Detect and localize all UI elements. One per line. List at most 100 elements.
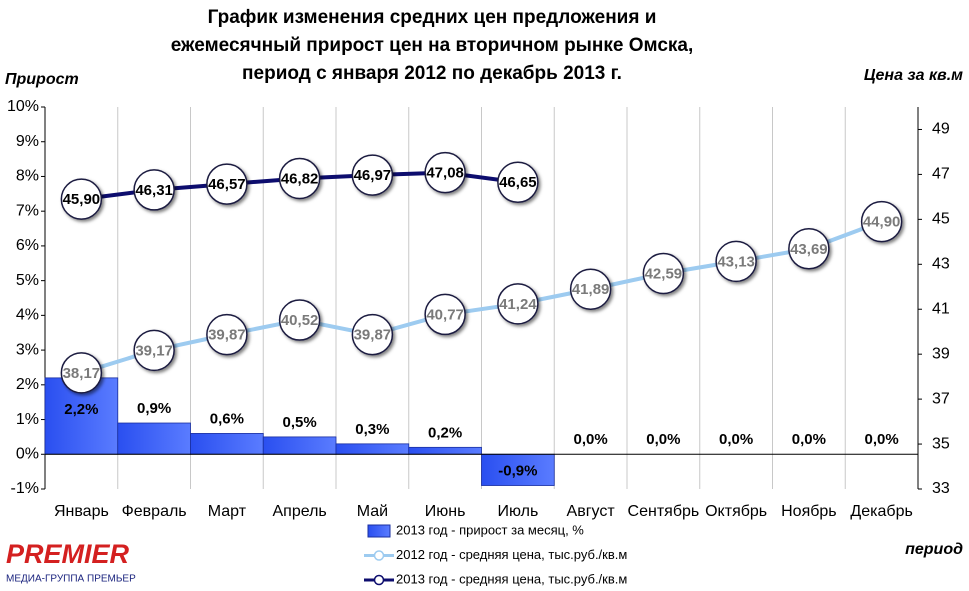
- point-value-label: 45,90: [63, 191, 101, 208]
- x-axis-title: период: [905, 541, 963, 558]
- point-value-label: 46,97: [354, 167, 392, 184]
- point-value-label: 41,24: [499, 296, 537, 313]
- x-tick-label: Июнь: [425, 503, 466, 520]
- legend-swatch: [373, 550, 385, 561]
- point-marker: [788, 228, 830, 270]
- point-value-label: 44,90: [863, 214, 901, 231]
- logo: PREMIER МЕДИА-ГРУППА ПРЕМЬЕР: [6, 539, 136, 585]
- legend-swatch: [373, 574, 385, 586]
- bar: [481, 453, 555, 486]
- point-value-label: 40,52: [281, 312, 319, 329]
- x-tick-label: Декабрь: [850, 503, 912, 520]
- point-marker: [715, 240, 757, 283]
- x-tick-label: Январь: [54, 503, 109, 520]
- legend-label: 2012 год - средняя цена, тыс.руб./кв.м: [396, 547, 627, 562]
- y2-tick-label: 39: [932, 345, 950, 362]
- point-marker: [278, 299, 321, 341]
- y-tick-label: -1%: [11, 480, 39, 497]
- chart-title: период с января 2012 по декабрь 2013 г.: [242, 63, 622, 84]
- y-tick-label: 9%: [16, 133, 39, 150]
- point-marker: [497, 161, 539, 204]
- y2-tick-label: 33: [932, 480, 950, 497]
- point-marker: [278, 157, 321, 200]
- bar-value-label: 0,3%: [355, 421, 389, 438]
- bar-value-label: -0,9%: [498, 462, 537, 479]
- x-tick-label: Май: [357, 503, 388, 520]
- point-marker: [206, 163, 248, 205]
- y-tick-label: 1%: [16, 411, 39, 428]
- bar-value-label: 2,2%: [64, 401, 98, 418]
- point-marker: [133, 329, 175, 372]
- point-marker: [351, 154, 394, 196]
- point-value-label: 46,65: [499, 174, 537, 191]
- point-marker: [351, 313, 394, 356]
- bar-value-label: 0,0%: [646, 431, 680, 448]
- chart-title: ежемесячный прирост цен на вторичном рын…: [171, 35, 694, 56]
- y-tick-label: 10%: [7, 98, 39, 115]
- x-tick-label: Февраль: [122, 503, 187, 520]
- point-value-label: 40,77: [426, 306, 464, 323]
- y-tick-label: 8%: [16, 168, 39, 185]
- bar: [262, 436, 337, 455]
- y2-tick-label: 37: [932, 390, 950, 407]
- y2-tick-label: 49: [932, 121, 950, 138]
- point-value-label: 39,87: [354, 327, 392, 344]
- point-value-label: 46,82: [281, 170, 319, 187]
- bar: [408, 446, 482, 455]
- bar: [117, 422, 191, 455]
- logo-name: PREMIER: [6, 539, 130, 569]
- point-value-label: 39,87: [208, 327, 246, 344]
- bar-value-label: 0,9%: [137, 400, 171, 417]
- bar: [190, 433, 264, 455]
- point-marker: [642, 252, 685, 295]
- legend-label: 2013 год - средняя цена, тыс.руб./кв.м: [396, 571, 627, 586]
- point-value-label: 41,89: [572, 281, 610, 298]
- point-marker: [424, 293, 466, 336]
- point-marker: [860, 200, 903, 243]
- chart-title: График изменения средних цен предложения…: [208, 7, 657, 28]
- point-value-label: 42,59: [645, 265, 683, 282]
- y-tick-label: 2%: [16, 376, 39, 393]
- point-value-label: 39,17: [135, 342, 173, 359]
- x-tick-label: Апрель: [272, 503, 326, 520]
- y2-axis-title: Цена за кв.м: [864, 67, 963, 84]
- point-value-label: 47,08: [426, 165, 464, 182]
- bar: [335, 443, 410, 455]
- bar-value-label: 0,0%: [719, 431, 753, 448]
- y2-tick-label: 35: [932, 435, 950, 452]
- y2-tick-label: 45: [932, 211, 950, 228]
- y-tick-label: 4%: [16, 307, 39, 324]
- point-value-label: 43,69: [790, 241, 828, 258]
- x-tick-label: Ноябрь: [781, 503, 837, 520]
- x-tick-label: Сентябрь: [628, 503, 700, 520]
- x-tick-label: Октябрь: [705, 503, 767, 520]
- y2-tick-label: 43: [932, 256, 950, 273]
- point-marker: [60, 352, 103, 394]
- point-value-label: 38,17: [63, 365, 101, 382]
- y-tick-label: 0%: [16, 445, 39, 462]
- bar-value-label: 0,0%: [865, 431, 899, 448]
- point-marker: [206, 313, 248, 356]
- x-tick-label: Август: [567, 503, 616, 520]
- bar-value-label: 0,5%: [283, 414, 317, 431]
- bar-value-label: 0,0%: [574, 431, 608, 448]
- y2-tick-label: 41: [932, 300, 950, 317]
- point-value-label: 46,31: [135, 182, 173, 199]
- y-tick-label: 3%: [16, 341, 39, 358]
- y-tick-label: 5%: [16, 272, 39, 289]
- point-marker: [60, 178, 103, 220]
- logo-subtitle: МЕДИА-ГРУППА ПРЕМЬЕР: [6, 574, 136, 585]
- y-tick-label: 6%: [16, 237, 39, 254]
- x-tick-label: Июль: [497, 503, 538, 520]
- y-tick-label: 7%: [16, 202, 39, 219]
- point-value-label: 46,57: [208, 176, 246, 193]
- point-marker: [133, 169, 175, 211]
- point-marker: [424, 151, 466, 194]
- point-value-label: 43,13: [717, 253, 755, 270]
- bar-value-label: 0,6%: [210, 410, 244, 427]
- x-tick-label: Март: [208, 503, 247, 520]
- y-axis-title: Прирост: [5, 71, 79, 88]
- point-marker: [569, 268, 612, 310]
- legend-swatch: [367, 524, 391, 538]
